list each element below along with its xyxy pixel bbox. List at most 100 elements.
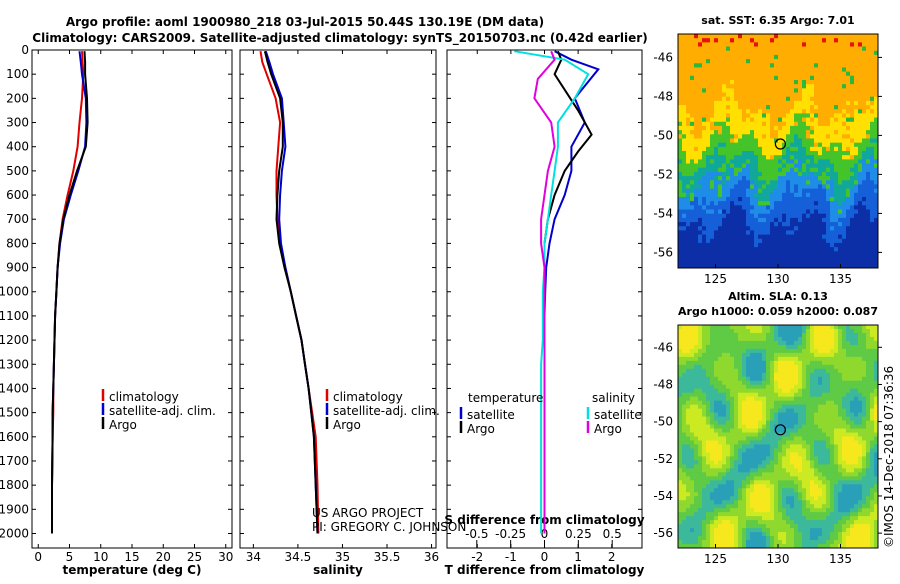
- map-cell: [770, 401, 774, 405]
- map-cell: [706, 38, 710, 43]
- map-cell: [782, 413, 786, 417]
- map-cell: [742, 122, 746, 127]
- map-cell: [706, 524, 710, 528]
- map-cell: [870, 63, 874, 68]
- map-cell: [690, 84, 694, 89]
- map-cell: [766, 337, 770, 341]
- map-cell: [706, 361, 710, 365]
- map-cell: [746, 468, 750, 472]
- map-cell: [718, 164, 722, 169]
- map-cell: [790, 155, 794, 160]
- map-cell: [702, 239, 706, 244]
- map-cell: [798, 184, 802, 189]
- map-cell: [746, 540, 750, 544]
- map-cell: [786, 214, 790, 219]
- map-cell: [690, 361, 694, 365]
- title-line-2: Climatology: CARS2009. Satellite-adjuste…: [32, 31, 647, 46]
- map-cell: [734, 413, 738, 417]
- map-cell: [770, 260, 774, 265]
- map-cell: [774, 405, 778, 409]
- map-cell: [862, 55, 866, 60]
- map-cell: [694, 138, 698, 143]
- map-cell: [774, 468, 778, 472]
- map-cell: [826, 193, 830, 198]
- map-cell: [754, 440, 758, 444]
- map-cell: [698, 260, 702, 265]
- map-cell: [698, 168, 702, 173]
- map-cell: [694, 147, 698, 152]
- map-cell: [682, 138, 686, 143]
- map-cell: [686, 456, 690, 460]
- map-cell: [806, 532, 810, 536]
- map-cell: [858, 226, 862, 231]
- map-cell: [846, 143, 850, 148]
- map-cell: [730, 365, 734, 369]
- map-cell: [770, 413, 774, 417]
- map-cell: [762, 230, 766, 235]
- map-cell: [870, 113, 874, 118]
- map-cell: [758, 164, 762, 169]
- map-cell: [710, 55, 714, 60]
- map-cell: [754, 437, 758, 441]
- map-cell: [858, 76, 862, 81]
- map-cell: [794, 214, 798, 219]
- map-cell: [814, 201, 818, 206]
- map-cell: [858, 222, 862, 227]
- map-cell: [750, 176, 754, 181]
- map-cell: [810, 456, 814, 460]
- map-cell: [682, 512, 686, 516]
- map-cell: [858, 172, 862, 177]
- map-cell: [810, 72, 814, 77]
- map-cell: [850, 138, 854, 143]
- y-tick-label: 500: [6, 164, 29, 178]
- map-cell: [802, 333, 806, 337]
- map-cell: [870, 239, 874, 244]
- map-cell: [790, 197, 794, 202]
- map-cell: [698, 105, 702, 110]
- map-cell: [742, 508, 746, 512]
- map-cell: [822, 222, 826, 227]
- map-cell: [682, 353, 686, 357]
- map-cell: [774, 59, 778, 64]
- map-cell: [738, 361, 742, 365]
- map-cell: [806, 385, 810, 389]
- map-cell: [742, 456, 746, 460]
- map-cell: [690, 333, 694, 337]
- map-cell: [714, 243, 718, 248]
- map-cell: [838, 226, 842, 231]
- map-cell: [746, 34, 750, 39]
- map-cell: [850, 235, 854, 240]
- map-cell: [790, 168, 794, 173]
- map-cell: [850, 122, 854, 127]
- map-cell: [846, 42, 850, 47]
- map-cell: [678, 80, 682, 85]
- map-cell: [794, 164, 798, 169]
- map-cell: [806, 260, 810, 265]
- map-cell: [694, 126, 698, 131]
- map-cell: [714, 440, 718, 444]
- map-cell: [766, 159, 770, 164]
- map-cell: [730, 138, 734, 143]
- map-cell: [862, 260, 866, 265]
- map-cell: [742, 189, 746, 194]
- map-cell: [682, 476, 686, 480]
- map-cell: [690, 508, 694, 512]
- map-cell: [786, 329, 790, 333]
- map-cell: [802, 80, 806, 85]
- map-cell: [734, 425, 738, 429]
- map-cell: [786, 147, 790, 152]
- map-cell: [682, 260, 686, 265]
- map-cell: [678, 47, 682, 52]
- map-cell: [730, 118, 734, 123]
- map-cell: [706, 134, 710, 139]
- map-cell: [786, 97, 790, 102]
- map-cell: [714, 532, 718, 536]
- map-cell: [730, 385, 734, 389]
- map-cell: [786, 101, 790, 106]
- map-cell: [702, 397, 706, 401]
- map-cell: [838, 130, 842, 135]
- map-cell: [686, 325, 690, 329]
- map-cell: [698, 76, 702, 81]
- map-cell: [758, 373, 762, 377]
- map-cell: [866, 260, 870, 265]
